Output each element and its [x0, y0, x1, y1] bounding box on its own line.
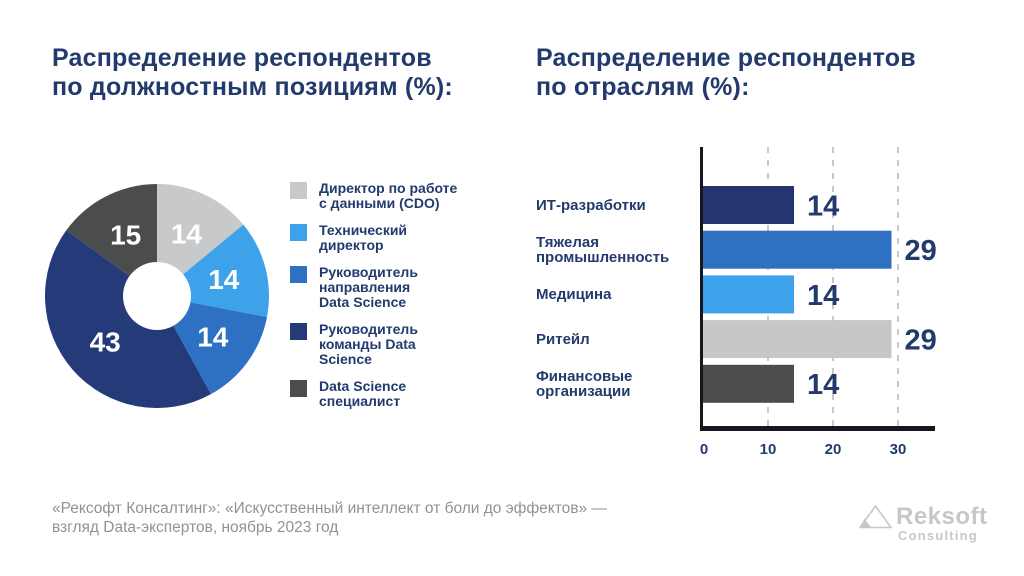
bar-value-label: 29 [905, 325, 937, 357]
donut-chart-title-line2: по должностным позициям (%): [52, 73, 453, 101]
x-axis [700, 426, 935, 431]
donut-chart-title-line1: Распределение респондентов [52, 44, 432, 72]
bar [703, 364, 794, 403]
bar-chart-title-line2: по отраслям (%): [536, 73, 750, 101]
donut-slice [157, 184, 244, 296]
x-tick-label: 20 [825, 441, 842, 458]
legend-item: Руководитель команды Data Science [290, 322, 490, 367]
legend-label: Руководитель направления Data Science [319, 264, 418, 310]
bar-category-label: Тяжелая промышленность [536, 233, 670, 266]
bar-category-label: Ритейл [536, 330, 590, 348]
legend-swatch [290, 224, 307, 241]
reksoft-logo: Reksoft Consulting [858, 500, 998, 548]
donut-value-label: 14 [171, 219, 203, 250]
legend-item: Data Science специалист [290, 379, 490, 409]
bar [703, 186, 794, 224]
legend-item: Руководитель направления Data Science [290, 265, 490, 310]
donut-slice [45, 230, 211, 408]
bar-chart: 14 29 14 29 14 0 10 20 30 [700, 147, 937, 458]
legend-item: Директор по работе с данными (CDO) [290, 181, 490, 211]
legend-label: Руководитель команды Data Science [319, 321, 418, 367]
bar-value-label: 14 [807, 369, 839, 401]
legend-swatch [290, 182, 307, 199]
legend-label: Директор по работе с данными (CDO) [319, 180, 458, 211]
legend-swatch [290, 380, 307, 397]
bar [703, 230, 892, 269]
donut-value-label: 43 [90, 327, 121, 358]
bar-chart-title: Распределение респондентов по отраслям (… [536, 44, 916, 102]
bar [703, 275, 794, 314]
bar-category-label: Финансовые организации [536, 367, 633, 400]
bar-chart-title-line1: Распределение респондентов [536, 44, 916, 72]
bar-value-label: 14 [807, 190, 839, 222]
logo-triangle-outline [859, 505, 892, 529]
bar-category-label: ИТ-разработки [536, 196, 646, 214]
legend-label: Data Science специалист [319, 378, 407, 409]
donut-value-label: 15 [110, 220, 141, 251]
x-tick-label: 10 [760, 441, 777, 458]
donut-chart-title: Распределение респондентов по должностны… [52, 44, 453, 102]
bar-category-label: Медицина [536, 285, 612, 303]
bar [703, 320, 892, 359]
source-attribution: «Рексофт Консалтинг»: «Искусственный инт… [52, 499, 607, 537]
logo-subtitle: Consulting [898, 528, 978, 543]
donut-legend: Директор по работе с данными (CDO) Техниче… [290, 181, 490, 421]
legend-swatch [290, 266, 307, 283]
logo-triangle-corner [860, 518, 871, 528]
legend-label: Технический директор [319, 222, 408, 253]
donut-hole [123, 262, 191, 330]
donut-slice [157, 296, 268, 395]
source-line2: взгляд Data-экспертов, ноябрь 2023 год [52, 519, 339, 536]
legend-swatch [290, 323, 307, 340]
donut-value-label: 14 [197, 322, 229, 353]
legend-item: Технический директор [290, 223, 490, 253]
y-axis [700, 147, 703, 431]
donut-value-label: 14 [208, 264, 240, 295]
bar-value-label: 29 [905, 235, 937, 267]
x-tick-label: 0 [700, 441, 708, 458]
donut-slice [66, 184, 157, 296]
logo-triangle-icon [859, 505, 892, 529]
bar-value-label: 14 [807, 280, 839, 312]
source-line1: «Рексофт Консалтинг»: «Искусственный инт… [52, 500, 607, 517]
x-tick-label: 30 [890, 441, 907, 458]
logo-name: Reksoft [896, 503, 988, 530]
